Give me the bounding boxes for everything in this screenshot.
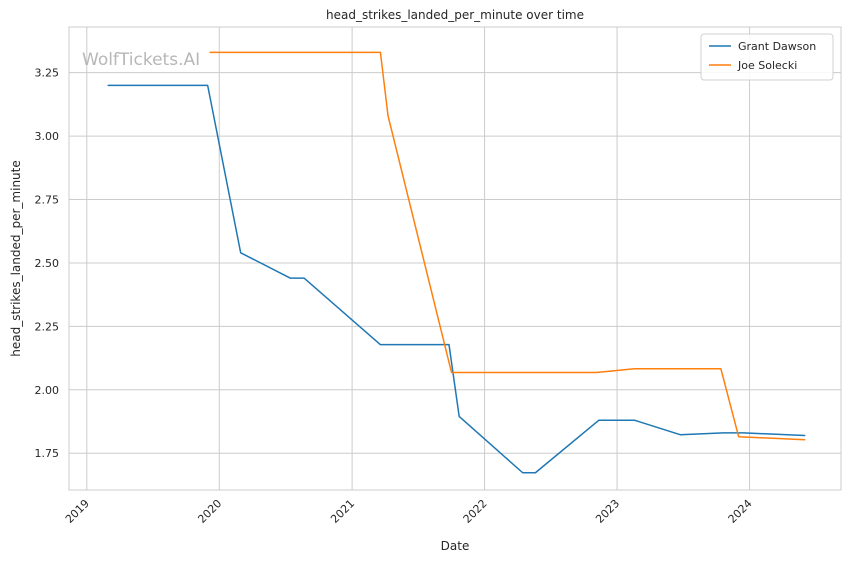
y-tick-label-5: 3.00: [35, 130, 60, 143]
series-line-1: [209, 51, 806, 441]
y-tick-label-4: 2.75: [35, 194, 60, 207]
y-tick-label-0: 1.75: [35, 447, 60, 460]
series-line-0: [107, 84, 806, 474]
legend-box: [700, 33, 834, 81]
plot-frame: [68, 26, 842, 491]
x-axis-label: Date: [441, 539, 470, 553]
grid-lines: [69, 27, 841, 490]
y-tick-label-3: 2.50: [35, 257, 60, 270]
plot-area: [69, 27, 841, 490]
y-axis-label: head_strikes_landed_per_minute: [9, 160, 23, 357]
y-tick-label-1: 2.00: [35, 384, 60, 397]
legend-label-1: Joe Solecki: [737, 59, 797, 72]
y-axis-ticks: 1.75 2.00 2.25 2.50 2.75 3.00 3.25: [35, 67, 60, 461]
legend-label-0: Grant Dawson: [738, 40, 816, 53]
series-layer: [107, 51, 806, 474]
y-tick-label-6: 3.25: [35, 67, 60, 80]
watermark-text: WolfTickets.AI: [82, 50, 200, 70]
plot-border: [68, 26, 842, 491]
y-tick-label-2: 2.25: [35, 320, 60, 333]
legend: Grant Dawson Joe Solecki: [700, 33, 834, 81]
chart-title: head_strikes_landed_per_minute over time: [326, 8, 584, 22]
